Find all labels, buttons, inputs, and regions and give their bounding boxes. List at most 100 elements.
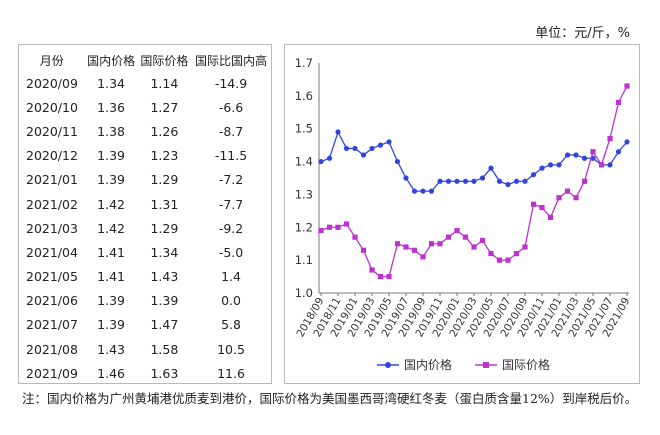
cell-diff: -14.9 xyxy=(214,75,248,91)
data-point-1 xyxy=(505,181,511,188)
cell-domestic: 1.34 xyxy=(97,75,125,91)
cell-diff: 0.0 xyxy=(221,293,241,309)
data-point-2 xyxy=(428,241,435,247)
data-point-2 xyxy=(615,99,622,106)
cell-domestic: 1.39 xyxy=(97,172,125,188)
cell-domestic: 1.39 xyxy=(97,317,125,333)
cell-diff: 5.8 xyxy=(221,317,241,333)
data-point-2 xyxy=(496,257,503,263)
data-point-2 xyxy=(343,221,350,227)
cell-domestic: 1.41 xyxy=(97,269,125,285)
table-row: 2021/08 1.43 1.58 10.5 xyxy=(19,337,271,361)
header-diff: 国际比国内高 xyxy=(195,53,268,68)
data-point-2 xyxy=(581,178,588,184)
data-point-2 xyxy=(318,227,324,234)
data-point-2 xyxy=(377,273,384,280)
data-point-2 xyxy=(556,195,562,201)
cell-domestic: 1.39 xyxy=(97,293,125,309)
cell-diff: -7.7 xyxy=(218,196,244,212)
cell-month: 2020/11 xyxy=(26,123,78,139)
price-chart: 1.0 1.1 1.2 1.3 1.4 1.5 1.6 1.7 2018/09 2018/11 20… xyxy=(284,44,640,384)
data-point-2 xyxy=(479,237,486,244)
data-point-1 xyxy=(445,178,452,184)
data-point-1 xyxy=(335,129,341,135)
cell-month: 2021/03 xyxy=(26,220,78,236)
cell-international: 1.29 xyxy=(150,220,179,236)
data-point-2 xyxy=(360,247,367,253)
cell-international: 1.34 xyxy=(150,244,179,260)
data-point-1 xyxy=(360,152,367,158)
table-row: 2021/01 1.39 1.29 -7.2 xyxy=(19,168,271,192)
cell-diff: 11.6 xyxy=(217,365,245,381)
data-point-2 xyxy=(530,201,537,207)
table-row: 2021/09 1.46 1.63 11.6 xyxy=(19,361,271,385)
cell-domestic: 1.39 xyxy=(97,148,125,164)
data-point-2 xyxy=(513,250,520,257)
cell-international: 1.23 xyxy=(150,148,179,164)
table-row: 2021/05 1.41 1.43 1.4 xyxy=(19,265,271,289)
data-point-2 xyxy=(539,204,545,211)
cell-month: 2020/09 xyxy=(26,75,78,91)
data-point-1 xyxy=(462,178,469,184)
cell-international: 1.14 xyxy=(150,75,179,91)
data-point-2 xyxy=(522,244,528,250)
data-point-2 xyxy=(411,247,418,253)
cell-domestic: 1.36 xyxy=(97,99,125,115)
cell-international: 1.29 xyxy=(150,172,179,188)
cell-domestic: 1.43 xyxy=(97,341,125,357)
price-table: 月份 国内价格 国际价格 国际比国内高 2020/09 1.34 1.14 -14.9… xyxy=(18,44,272,384)
cell-diff: -9.2 xyxy=(218,220,244,236)
data-point-1 xyxy=(369,145,375,152)
data-point-1 xyxy=(437,178,443,184)
data-point-1 xyxy=(454,178,460,184)
footnote: 注：国内价格为广州黄埔港优质麦到港价，国际价格为美国墨西哥湾硬红冬麦（蛋白质含量… xyxy=(22,391,638,406)
legend-label-1: 国内价格 xyxy=(404,357,452,372)
data-point-2 xyxy=(624,83,630,89)
legend-marker-2 xyxy=(483,362,489,368)
data-point-1 xyxy=(530,172,537,178)
data-point-2 xyxy=(437,241,443,247)
data-point-1 xyxy=(581,155,588,161)
data-point-1 xyxy=(513,178,520,184)
cell-month: 2021/02 xyxy=(26,196,78,212)
data-point-2 xyxy=(386,273,392,280)
cell-diff: -6.6 xyxy=(218,99,244,115)
data-point-1 xyxy=(403,175,409,181)
cell-month: 2021/04 xyxy=(26,244,78,260)
data-point-2 xyxy=(369,267,375,273)
data-point-1 xyxy=(386,139,392,145)
data-point-2 xyxy=(598,162,605,168)
table-row: 2021/07 1.39 1.47 5.8 xyxy=(19,313,271,337)
table-row: 2021/04 1.41 1.34 -5.0 xyxy=(19,240,271,264)
data-point-2 xyxy=(394,241,401,247)
data-point-1 xyxy=(573,152,579,158)
cell-diff: -7.2 xyxy=(218,172,244,188)
cell-domestic: 1.42 xyxy=(97,196,125,212)
cell-diff: -5.0 xyxy=(218,244,244,260)
cell-international: 1.58 xyxy=(150,341,179,357)
data-point-2 xyxy=(445,234,452,240)
data-point-1 xyxy=(471,178,477,184)
data-point-1 xyxy=(428,188,435,194)
legend-label-2: 国际价格 xyxy=(502,357,550,372)
cell-domestic: 1.41 xyxy=(97,244,125,260)
table-row: 2020/09 1.34 1.14 -14.9 xyxy=(19,71,271,95)
data-point-1 xyxy=(318,158,324,165)
data-point-1 xyxy=(556,162,562,168)
header-international: 国际价格 xyxy=(140,53,189,68)
cell-international: 1.63 xyxy=(150,365,179,381)
cell-month: 2021/01 xyxy=(26,172,78,188)
price-chart-svg: 1.01.11.21.31.41.51.61.72018/092018/1120… xyxy=(294,56,632,372)
data-point-2 xyxy=(352,234,358,240)
data-point-1 xyxy=(522,178,528,184)
cell-domestic: 1.38 xyxy=(97,123,125,139)
table-row: 2020/11 1.38 1.26 -8.7 xyxy=(19,119,271,143)
data-point-2 xyxy=(454,227,460,234)
data-point-2 xyxy=(564,188,571,194)
data-point-1 xyxy=(377,142,384,148)
legend-marker-1 xyxy=(385,362,391,368)
cell-month: 2021/05 xyxy=(26,269,78,285)
data-point-2 xyxy=(420,254,426,260)
data-point-1 xyxy=(624,139,630,145)
y-tick-label: 1.1 xyxy=(295,253,313,267)
